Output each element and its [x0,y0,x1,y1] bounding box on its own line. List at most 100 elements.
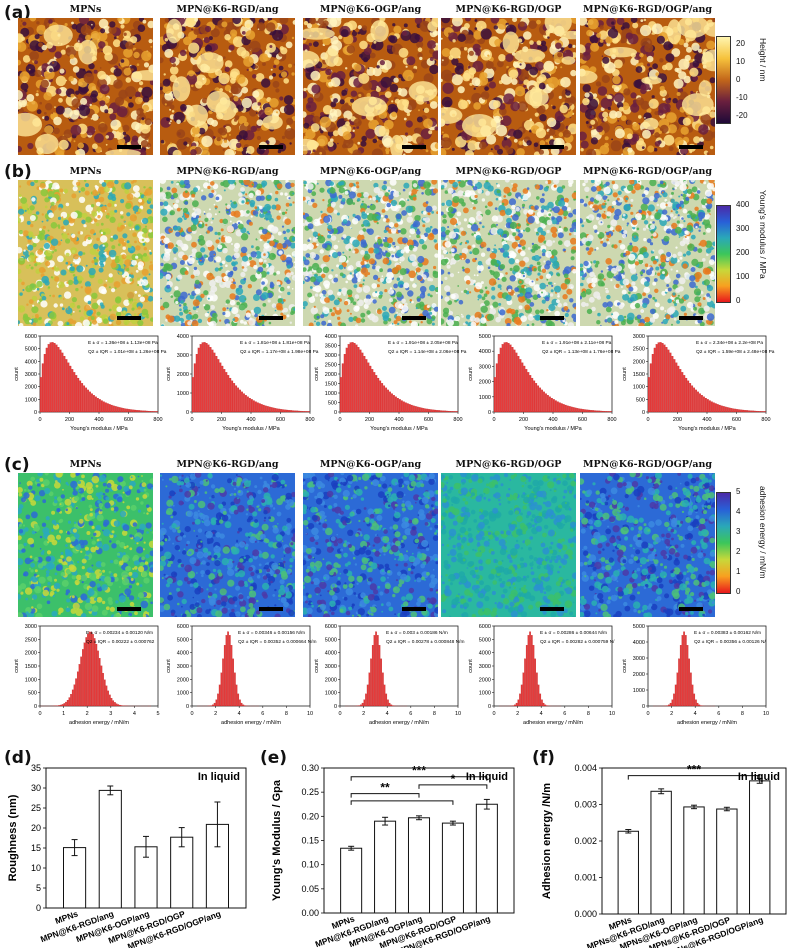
histogram-bar [134,409,137,413]
histogram-bar [607,411,610,413]
x-tick-label: 2 [362,711,365,717]
histogram-bar [69,365,72,413]
histogram-bar [446,410,448,413]
y-axis-title: Roughness (nm) [7,794,19,881]
histogram-bar [536,672,538,707]
histogram-bar [756,410,758,413]
y-tick-label: 5000 [325,637,337,643]
histogram-bar [541,699,543,707]
histogram-bar [736,409,739,413]
hist-stat-mean: E ± σ = 1.81e+08 ± 1.81e+08 Pa [240,340,310,346]
sample-title: MPN@K6-RGD/OGP [455,166,562,177]
histogram-bar [110,697,113,707]
histogram-bar [679,645,682,707]
histogram-bar [197,347,200,413]
histogram-bar [115,703,118,707]
histogram-bar [105,685,108,707]
histogram-bar [761,411,764,413]
histogram-bar [728,407,731,413]
histogram-bar [98,658,101,707]
histogram-bar [60,704,62,707]
histogram-bar [424,408,427,413]
histogram: 0 500 1000 1500 2000 2500 3000 0 1 2 3 4 5 adhesion e… [14,624,160,726]
y-tick-label: 4000 [633,640,645,646]
histogram-bar [530,635,533,707]
colorbar-tick: 100 [736,272,750,281]
y-tick-label: 0.00 [301,908,319,918]
histogram-bar [142,410,145,413]
histogram-bar [239,699,241,707]
y-tick-label: 4000 [25,359,37,365]
x-tick-label: 0 [338,711,341,717]
histogram-bar [138,410,141,413]
histogram-bar [752,410,755,413]
bar [374,820,397,914]
histogram-bar [341,363,344,413]
y-tick-label: 6000 [479,624,491,630]
y-tick-label: 0 [488,704,491,710]
histogram-bar [39,377,42,413]
x-axis-label: Young's modulus / MPa [524,426,582,432]
histogram-bar [586,409,589,413]
histogram-bar [400,400,403,413]
histogram-bar [408,404,411,413]
histogram-bar [222,658,224,707]
y-tick-label: 3000 [25,372,37,378]
bar [340,847,363,914]
hist-stat-median: Q2 ± IQR = 1.14e+08 ± 2.06e+08 Pa [388,349,467,355]
adhesion-colorbar [716,492,731,594]
histogram-bar [406,403,409,413]
y-tick-label: 6000 [177,624,189,630]
histogram-bar [501,344,504,413]
histogram-bar [286,409,289,413]
histogram-bar [360,704,362,707]
histogram-bar [130,409,133,413]
scale-bar [540,607,564,611]
histogram-bar [604,411,606,413]
sample-title: MPN@K6-RGD/ang [176,166,279,177]
panel-label-e: (e) [260,748,288,768]
scale-bar [540,145,564,149]
y-tick-label: 500 [328,401,337,407]
histogram-bar [65,701,67,707]
histogram-bar [513,349,516,413]
histogram-bar [598,410,601,413]
histogram-bar [582,409,585,413]
histogram-bar [68,697,71,707]
x-tick-label: 6 [563,711,566,717]
hist-stat-median: Q2 ± IQR = 0.00222 ± 0.000762 [86,639,155,645]
histogram-bar [545,393,547,413]
histogram-bar [371,369,374,413]
histogram-bar [511,347,514,413]
x-axis-label: adhesion energy / mN/m [369,720,429,726]
histogram-bar [213,702,216,707]
histogram-bar [96,397,99,413]
histogram-bar [673,693,675,707]
histogram-bar [430,409,433,413]
x-tick-label: 600 [424,417,433,423]
bar [749,780,771,915]
hist-stat-mean: E ± σ = 0.00286 ± 0.00644 N/m [540,630,607,636]
histogram-bar [720,405,723,413]
histogram-bar [418,407,421,413]
histogram-bar [387,699,389,707]
histogram-bar [109,694,111,707]
y-axis-title: Young's Modulus / Gpa [271,779,283,901]
y-tick-label: 1000 [479,395,491,401]
histogram-bar [85,637,88,707]
y-tick-label: 0.000 [574,909,597,919]
histogram-bar [305,411,308,413]
histogram-bar [744,410,747,413]
histogram-bar [535,383,538,413]
histogram-bar [45,347,48,413]
y-tick-label: 2000 [633,359,645,365]
histogram-bar [686,645,689,707]
histogram-bar [199,344,202,413]
significance-label: ** [380,781,390,795]
colorbar-tick: 1 [736,567,741,576]
histogram-bar [94,396,97,413]
y-tick-label: 1000 [479,691,491,697]
histogram-bar [252,400,255,413]
bar [407,817,431,914]
histogram-bar [97,650,99,707]
